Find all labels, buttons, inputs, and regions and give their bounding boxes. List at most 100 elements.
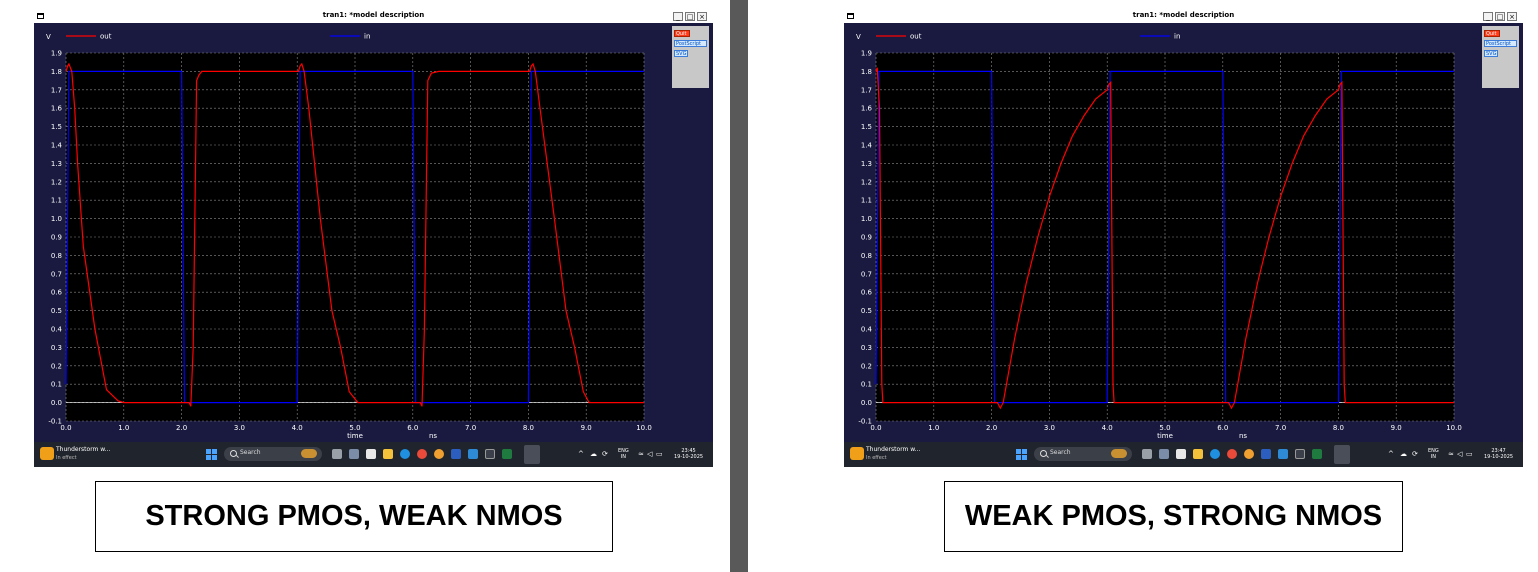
y-tick-label: 1.5 <box>861 123 872 131</box>
caption-box-left: STRONG PMOS, WEAK NMOS <box>95 481 613 552</box>
taskbar-search[interactable]: Search <box>1034 447 1132 461</box>
y-tick-label: 0.3 <box>861 344 872 352</box>
y-tick-label: 1.2 <box>861 178 872 186</box>
weather-title[interactable]: Thunderstorm w... <box>866 446 921 453</box>
y-tick-label: 0.6 <box>861 289 873 297</box>
y-tick-label: 1.1 <box>861 197 872 205</box>
window-icon <box>37 13 44 19</box>
weather-icon[interactable] <box>850 447 864 460</box>
word-icon[interactable] <box>451 449 461 459</box>
maximize-button[interactable]: □ <box>685 12 695 21</box>
y-tick-label: 0.0 <box>861 399 872 407</box>
start-icon[interactable] <box>206 449 217 460</box>
legend-label-in: in <box>1174 33 1180 41</box>
chevron-up-icon[interactable]: ^ <box>1388 450 1394 458</box>
file-explorer-icon[interactable] <box>383 449 393 459</box>
taskbar-search[interactable]: Search <box>224 447 322 461</box>
volume-icon[interactable]: ◁ <box>647 450 653 458</box>
x-tick-label: 9.0 <box>581 424 592 432</box>
search-highlight-icon <box>1111 449 1127 458</box>
wifi-icon[interactable]: ≈ <box>638 450 644 458</box>
chrome-profile-icon[interactable] <box>434 449 444 459</box>
x-tick-label: 3.0 <box>1044 424 1055 432</box>
chevron-up-icon[interactable]: ^ <box>578 450 584 458</box>
notepad-icon[interactable] <box>468 449 478 459</box>
wifi-icon[interactable]: ≈ <box>1448 450 1454 458</box>
series-line-out <box>65 62 644 407</box>
chrome-icon[interactable] <box>417 449 427 459</box>
terminal-icon[interactable] <box>485 449 495 459</box>
terminal-icon[interactable] <box>1295 449 1305 459</box>
clock[interactable]: 23:45 19-10-2025 <box>674 448 703 460</box>
panel-divider <box>730 0 748 572</box>
lang-code: ENG <box>618 448 629 454</box>
lang-code: ENG <box>1428 448 1439 454</box>
svg-button[interactable]: SVG <box>1484 50 1498 57</box>
weather-title[interactable]: Thunderstorm w... <box>56 446 111 453</box>
y-tick-label: 1.7 <box>861 86 872 94</box>
caption-box-right: WEAK PMOS, STRONG NMOS <box>944 481 1403 552</box>
series-line-in <box>875 70 1454 404</box>
task-view-icon[interactable] <box>332 449 342 459</box>
language-indicator[interactable]: ENG IN <box>1428 448 1439 460</box>
y-tick-label: -0.1 <box>48 418 62 426</box>
legend-label-out: out <box>100 33 112 41</box>
task-view-icon[interactable] <box>1142 449 1152 459</box>
y-tick-label: 1.6 <box>861 105 873 113</box>
excel-icon[interactable] <box>502 449 512 459</box>
chrome-profile-icon[interactable] <box>1244 449 1254 459</box>
postscript-button[interactable]: PostScript <box>1484 40 1517 47</box>
chrome-icon[interactable] <box>1227 449 1237 459</box>
x-axis-label: time <box>347 432 363 440</box>
excel-icon[interactable] <box>1312 449 1322 459</box>
battery-icon[interactable]: ▭ <box>1466 450 1473 458</box>
x-tick-label: 10.0 <box>636 424 652 432</box>
files-icon[interactable] <box>366 449 376 459</box>
weather-icon[interactable] <box>40 447 54 460</box>
ngspice-active-icon[interactable] <box>1334 445 1350 464</box>
y-tick-label: 0.4 <box>861 326 873 334</box>
y-tick-label: 0.5 <box>51 307 62 315</box>
caption-left: STRONG PMOS, WEAK NMOS <box>145 500 563 532</box>
svg-button[interactable]: SVG <box>674 50 688 57</box>
quit-button[interactable]: Quit <box>1484 30 1500 37</box>
y-tick-label: 0.2 <box>51 362 62 370</box>
y-tick-label: 1.9 <box>861 50 872 58</box>
close-button[interactable]: × <box>697 12 707 21</box>
close-button[interactable]: × <box>1507 12 1517 21</box>
edge-icon[interactable] <box>1210 449 1220 459</box>
maximize-button[interactable]: □ <box>1495 12 1505 21</box>
window-titlebar: tran1: *model description _ □ × <box>844 10 1523 23</box>
plot-sidebar: Quit PostScript SVG <box>672 26 709 88</box>
minimize-button[interactable]: _ <box>1483 12 1493 21</box>
window-icon <box>847 13 854 19</box>
y-tick-label: 1.8 <box>861 68 872 76</box>
minimize-button[interactable]: _ <box>673 12 683 21</box>
file-explorer-icon[interactable] <box>1193 449 1203 459</box>
y-tick-label: 1.6 <box>51 105 63 113</box>
word-icon[interactable] <box>1261 449 1271 459</box>
battery-icon[interactable]: ▭ <box>656 450 663 458</box>
notepad-icon[interactable] <box>1278 449 1288 459</box>
clock[interactable]: 23:47 19-10-2025 <box>1484 448 1513 460</box>
window-title: tran1: *model description <box>322 11 425 19</box>
widgets-icon[interactable] <box>349 449 359 459</box>
cloud-icon: ☁ <box>1400 450 1407 458</box>
y-tick-label: -0.1 <box>858 418 872 426</box>
start-icon[interactable] <box>1016 449 1027 460</box>
sync-icon: ⟳ <box>602 450 608 458</box>
window-titlebar: tran1: *model description _ □ × <box>34 10 713 23</box>
y-tick-label: 0.1 <box>861 381 872 389</box>
language-indicator[interactable]: ENG IN <box>618 448 629 460</box>
files-icon[interactable] <box>1176 449 1186 459</box>
ngspice-active-icon[interactable] <box>524 445 540 464</box>
quit-button[interactable]: Quit <box>674 30 690 37</box>
volume-icon[interactable]: ◁ <box>1457 450 1463 458</box>
series-line-out <box>875 67 1454 410</box>
search-icon <box>230 450 237 457</box>
widgets-icon[interactable] <box>1159 449 1169 459</box>
postscript-button[interactable]: PostScript <box>674 40 707 47</box>
y-tick-label: 0.5 <box>861 307 872 315</box>
edge-icon[interactable] <box>400 449 410 459</box>
window-title: tran1: *model description <box>1132 11 1235 19</box>
